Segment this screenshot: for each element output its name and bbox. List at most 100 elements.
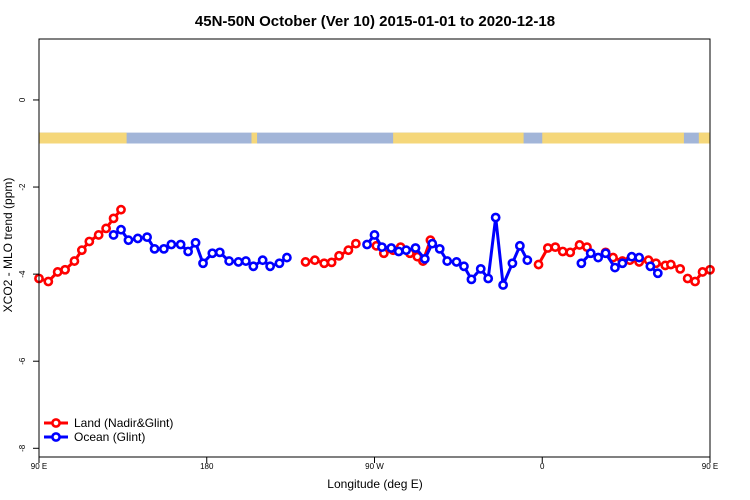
data-point (149, 243, 160, 254)
axes: 90 E 180 90 W 0 90 E 0 -2 -4 -6 -8 (18, 38, 718, 471)
band-land-segment (698, 132, 710, 144)
data-point (76, 245, 87, 256)
data-point (158, 243, 169, 254)
data-point (386, 243, 397, 253)
y-tick-label: -2 (18, 183, 27, 191)
data-point (427, 238, 438, 249)
legend-marker (51, 432, 61, 442)
data-point (240, 256, 251, 266)
band-land-segment (542, 132, 684, 144)
data-point (265, 261, 276, 272)
data-point (393, 246, 404, 257)
y-tick-label: -6 (18, 357, 27, 365)
data-point (442, 256, 453, 266)
data-point (401, 245, 412, 256)
data-point (634, 252, 645, 263)
chart-title: 45N-50N October (Ver 10) 2015-01-01 to 2… (195, 13, 555, 30)
data-point (682, 273, 693, 284)
data-point (43, 276, 54, 287)
data-point (166, 239, 177, 250)
band-land-segment (113, 132, 127, 144)
data-point (343, 245, 354, 256)
data-point (248, 261, 259, 272)
data-point (175, 239, 186, 250)
data-point (60, 264, 70, 275)
series-0 (34, 204, 715, 287)
data-point (565, 247, 576, 258)
data-point (507, 258, 518, 269)
x-tick-label: 180 (200, 462, 214, 471)
data-point (350, 238, 361, 249)
data-point (198, 258, 208, 269)
band-land-segment (251, 132, 258, 144)
data-point (300, 257, 311, 267)
data-point (451, 257, 462, 267)
data-point (190, 237, 201, 248)
data-point (101, 223, 111, 234)
data-point (207, 248, 218, 259)
data-point (600, 248, 611, 259)
data-point (419, 253, 430, 264)
data-point (108, 213, 119, 224)
data-point (675, 263, 686, 274)
data-point (326, 257, 337, 268)
data-point (557, 246, 568, 257)
data-point (610, 262, 620, 273)
data-point (224, 256, 235, 266)
data-point (108, 230, 119, 240)
band-land-segment (39, 132, 120, 144)
data-point (369, 230, 380, 240)
y-axis-label: XCO2 - MLO trend (ppm) (1, 178, 15, 313)
legend-marker (51, 418, 61, 428)
series-1 (108, 212, 663, 290)
data-point (257, 255, 268, 266)
band-ocean (39, 132, 710, 144)
data-point (434, 243, 445, 254)
data-point (697, 267, 708, 277)
legend-entry: Land (Nadir&Glint) (74, 416, 173, 430)
x-tick-label: 0 (540, 462, 545, 471)
series-layer (34, 204, 715, 290)
data-point (522, 255, 533, 266)
data-point (410, 243, 421, 253)
data-point (665, 259, 676, 270)
data-point (690, 276, 700, 287)
x-tick-label: 90 E (702, 462, 718, 471)
data-point (514, 240, 525, 251)
x-tick-label: 90 W (365, 462, 384, 471)
data-point (652, 268, 663, 279)
data-point (585, 248, 596, 259)
data-point (274, 258, 285, 269)
data-point (309, 255, 320, 266)
data-point (617, 258, 628, 269)
data-point (132, 233, 143, 244)
data-point (362, 239, 372, 250)
data-point (52, 267, 63, 277)
data-point (377, 242, 387, 253)
data-point (645, 261, 656, 272)
data-point (574, 240, 585, 250)
data-point (475, 263, 486, 274)
legend-entry: Ocean (Glint) (74, 430, 145, 444)
x-axis-label: Longitude (deg E) (327, 477, 422, 491)
data-point (498, 280, 509, 290)
surface-band (39, 132, 710, 144)
data-point (69, 256, 80, 266)
data-point (142, 232, 153, 243)
data-point (459, 261, 469, 272)
y-tick-label: -4 (18, 270, 27, 278)
data-point (542, 243, 553, 253)
data-point (233, 257, 244, 267)
data-point (93, 230, 104, 240)
data-point (533, 259, 544, 270)
y-tick-label: 0 (18, 97, 27, 102)
series-line (38, 208, 123, 283)
data-point (84, 236, 95, 247)
data-point (183, 246, 194, 257)
y-tick-label: -8 (18, 444, 27, 452)
data-point (626, 251, 637, 262)
x-tick-label: 90 E (31, 462, 47, 471)
data-point (576, 258, 587, 269)
data-point (334, 250, 344, 261)
